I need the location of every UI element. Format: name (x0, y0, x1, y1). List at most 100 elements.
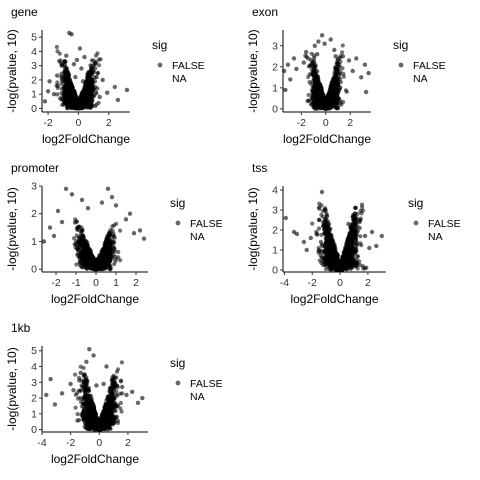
data-point (108, 266, 113, 271)
data-point (95, 71, 100, 76)
data-point (336, 64, 341, 69)
data-point (101, 264, 106, 269)
data-point (75, 240, 81, 245)
data-point (97, 258, 102, 263)
data-point (69, 192, 75, 197)
data-point (73, 101, 78, 106)
data-point (316, 250, 321, 255)
data-point (80, 247, 86, 252)
data-point (105, 262, 110, 267)
data-point (316, 226, 322, 231)
data-point (79, 66, 84, 71)
data-point (303, 53, 308, 58)
data-point (318, 104, 324, 109)
legend-entry: NA (172, 73, 187, 85)
data-point (59, 63, 64, 68)
data-point (109, 194, 115, 200)
data-point (317, 94, 322, 99)
data-point (86, 251, 91, 256)
data-point (312, 101, 317, 106)
data-point (113, 254, 118, 259)
data-point (333, 54, 338, 59)
y-tick-label: 1 (31, 89, 37, 101)
legend-title: sig (152, 38, 167, 52)
data-point (305, 56, 311, 61)
data-point (327, 100, 332, 105)
data-point (80, 79, 86, 84)
data-point (310, 221, 315, 226)
data-point (358, 241, 363, 246)
point-cloud (310, 201, 369, 273)
data-point (102, 244, 107, 249)
data-point (327, 93, 332, 98)
data-point (332, 47, 337, 53)
data-point (344, 89, 349, 94)
data-point (100, 261, 105, 266)
data-point (102, 254, 107, 259)
data-point (104, 248, 109, 253)
data-point (291, 56, 297, 61)
data-point (89, 63, 95, 68)
data-point (115, 97, 121, 103)
data-point (74, 226, 80, 231)
data-point (100, 77, 105, 83)
data-point (55, 85, 60, 91)
data-point (74, 262, 79, 267)
data-point (82, 259, 87, 264)
data-point (340, 54, 346, 59)
y-tick-label: 4 (31, 46, 37, 58)
data-point (96, 100, 101, 105)
data-point (112, 223, 117, 228)
data-point (74, 233, 79, 238)
point-cloud (71, 217, 123, 272)
data-point (105, 90, 110, 95)
data-point (89, 95, 94, 100)
data-point (328, 37, 333, 42)
data-point (41, 239, 47, 244)
data-point (83, 98, 89, 103)
data-point (319, 33, 325, 38)
data-point (67, 77, 72, 82)
data-point (72, 220, 78, 225)
data-point (65, 70, 71, 76)
data-point (350, 68, 355, 74)
y-tick-label: 0 (31, 264, 37, 276)
data-point (366, 70, 371, 76)
data-point (64, 53, 69, 58)
data-point (73, 217, 78, 222)
data-point (113, 259, 118, 264)
y-axis-label: -log(pvalue, 10) (5, 29, 19, 112)
data-point (63, 186, 69, 191)
data-point (62, 96, 68, 101)
data-point (127, 211, 133, 216)
y-tick-label: 2 (272, 61, 278, 73)
data-point (108, 259, 113, 264)
y-tick-label: 5 (31, 32, 37, 44)
y-axis-label: -log(pvalue, 10) (5, 187, 19, 270)
outlier-points (42, 30, 130, 104)
data-point (313, 79, 318, 85)
data-point (332, 79, 337, 84)
data-point (71, 236, 77, 241)
data-point (312, 95, 317, 100)
data-point (79, 254, 84, 259)
data-point (311, 90, 316, 95)
data-point (69, 32, 74, 37)
data-point (51, 92, 57, 97)
data-point (311, 63, 316, 69)
y-tick-label: 0 (272, 103, 278, 115)
panel-title: exon (252, 5, 278, 19)
data-point (73, 245, 78, 250)
panel-title: promoter (11, 161, 59, 175)
data-point (55, 92, 60, 97)
data-point (62, 59, 68, 64)
data-point (111, 234, 116, 239)
y-tick-label: 3 (272, 40, 278, 52)
data-point (85, 72, 90, 77)
data-point (89, 260, 94, 265)
x-tick-label: 0 (93, 277, 99, 289)
